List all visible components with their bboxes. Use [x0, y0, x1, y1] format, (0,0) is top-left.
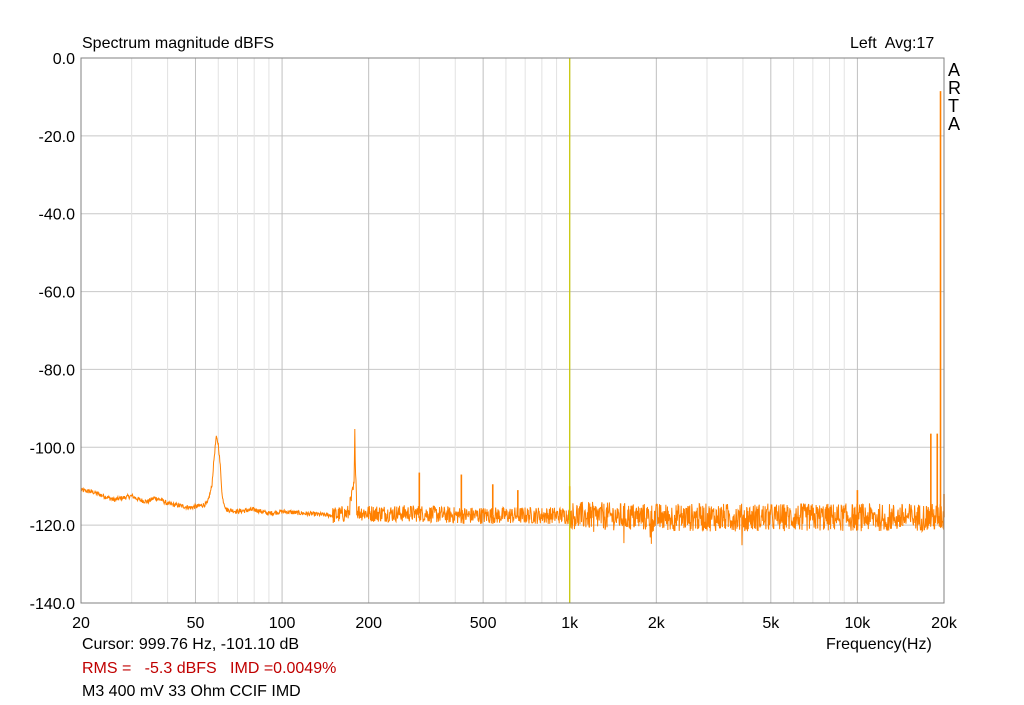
- cursor-readout: Cursor: 999.76 Hz, -101.10 dB: [82, 636, 300, 653]
- x-axis-ticks: 20 50 100 200 500 1k 2k 5k 10k 20k: [72, 615, 958, 632]
- x-tick-label: 100: [269, 615, 296, 632]
- y-tick-label: -40.0: [39, 207, 76, 224]
- y-tick-label: 0.0: [53, 51, 75, 68]
- y-tick-label: -60.0: [39, 285, 76, 302]
- x-tick-label: 50: [187, 615, 205, 632]
- brand-letter: T: [948, 96, 959, 116]
- x-tick-label: 10k: [845, 615, 872, 632]
- x-axis-label: Frequency(Hz): [826, 636, 932, 653]
- measurement-caption: M3 400 mV 33 Ohm CCIF IMD: [82, 683, 301, 700]
- x-tick-label: 500: [470, 615, 497, 632]
- brand-letter: A: [948, 60, 961, 80]
- y-tick-label: -140.0: [30, 596, 75, 613]
- spectrum-trace: [80, 91, 945, 546]
- x-tick-label: 20: [72, 615, 90, 632]
- y-tick-label: -100.0: [30, 440, 75, 457]
- spectrum-line: [80, 428, 945, 546]
- plot-frame: [80, 57, 945, 604]
- rms-imd-readout: RMS = -5.3 dBFS IMD =0.0049%: [82, 660, 337, 677]
- brand-letter: A: [948, 114, 961, 134]
- x-tick-label: 5k: [762, 615, 780, 632]
- channel-info: Left Avg:17: [850, 35, 935, 52]
- brand-letter: R: [948, 78, 961, 98]
- x-tick-label: 2k: [648, 615, 666, 632]
- grid: [81, 57, 944, 604]
- y-tick-label: -20.0: [39, 129, 76, 146]
- x-tick-label: 1k: [561, 615, 579, 632]
- x-tick-label: 20k: [931, 615, 958, 632]
- y-tick-label: -80.0: [39, 362, 76, 379]
- chart-title: Spectrum magnitude dBFS: [82, 35, 275, 52]
- x-tick-label: 200: [355, 615, 382, 632]
- y-tick-label: -120.0: [30, 518, 75, 535]
- y-axis-ticks: 0.0 -20.0 -40.0 -60.0 -80.0 -100.0 -120.0 -140.…: [30, 51, 75, 613]
